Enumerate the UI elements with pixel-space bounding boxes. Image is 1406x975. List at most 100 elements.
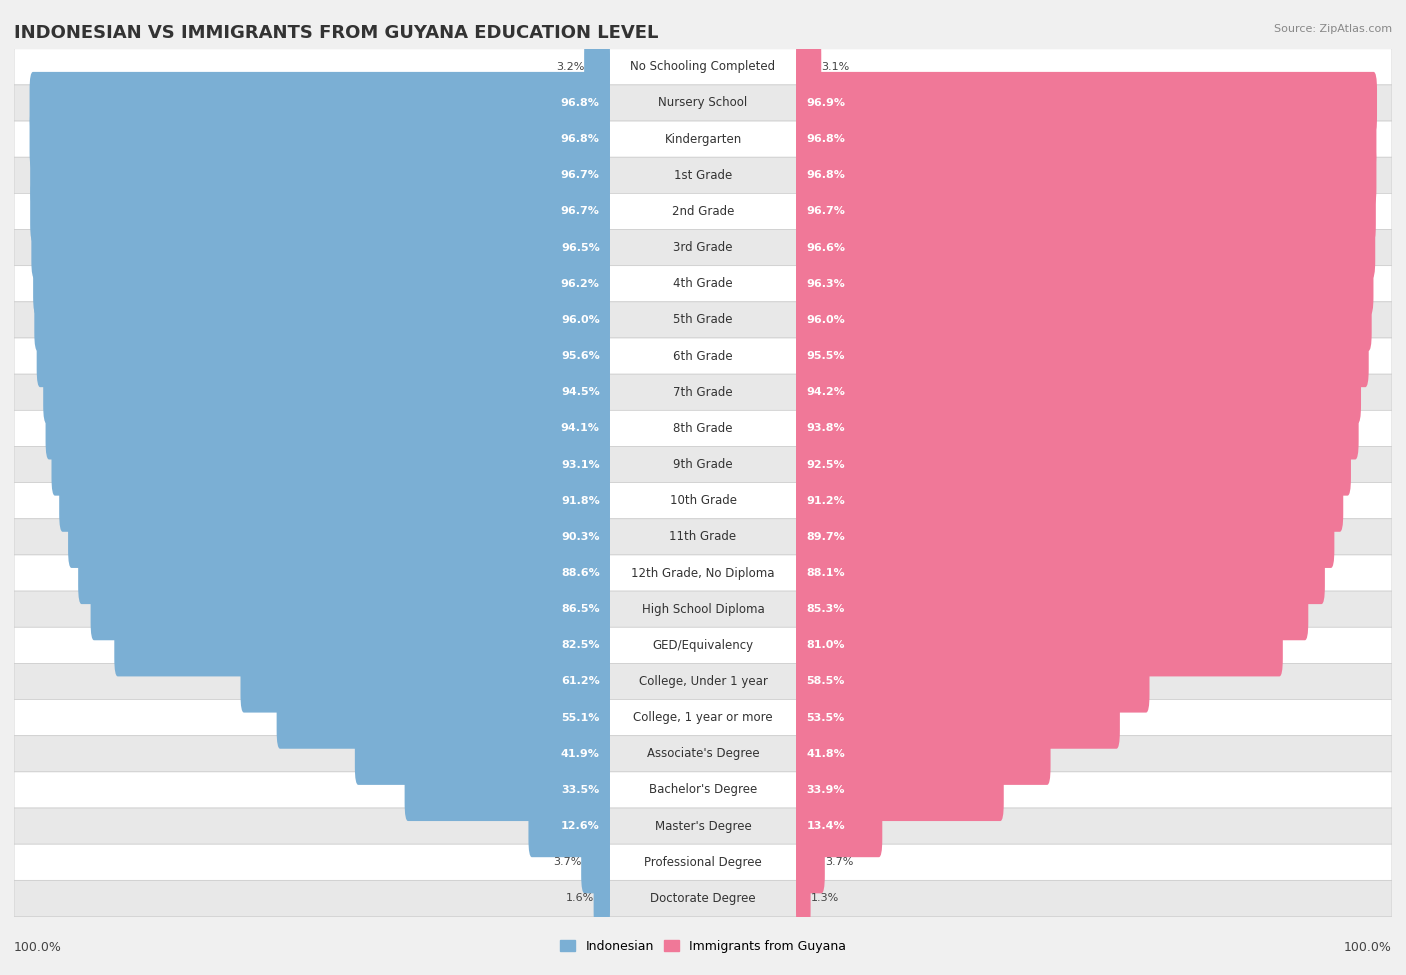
Text: GED/Equivalency: GED/Equivalency	[652, 639, 754, 652]
Text: High School Diploma: High School Diploma	[641, 603, 765, 615]
FancyBboxPatch shape	[796, 325, 1368, 387]
FancyBboxPatch shape	[79, 542, 610, 604]
FancyBboxPatch shape	[14, 49, 1392, 85]
FancyBboxPatch shape	[796, 434, 1351, 495]
Text: INDONESIAN VS IMMIGRANTS FROM GUYANA EDUCATION LEVEL: INDONESIAN VS IMMIGRANTS FROM GUYANA EDU…	[14, 24, 658, 42]
FancyBboxPatch shape	[796, 578, 1309, 641]
Text: 95.5%: 95.5%	[807, 351, 845, 361]
Text: 93.8%: 93.8%	[807, 423, 845, 434]
FancyBboxPatch shape	[14, 844, 1392, 880]
FancyBboxPatch shape	[796, 289, 1372, 351]
FancyBboxPatch shape	[796, 795, 883, 857]
Text: 96.0%: 96.0%	[561, 315, 599, 325]
Text: 96.7%: 96.7%	[561, 207, 599, 216]
FancyBboxPatch shape	[796, 831, 825, 893]
FancyBboxPatch shape	[14, 519, 1392, 555]
Text: 82.5%: 82.5%	[561, 641, 599, 650]
Text: 92.5%: 92.5%	[807, 459, 845, 470]
Text: 100.0%: 100.0%	[1344, 941, 1392, 955]
Text: Doctorate Degree: Doctorate Degree	[650, 892, 756, 905]
Text: College, Under 1 year: College, Under 1 year	[638, 675, 768, 688]
Text: 96.9%: 96.9%	[807, 98, 845, 108]
FancyBboxPatch shape	[37, 325, 610, 387]
FancyBboxPatch shape	[796, 36, 821, 98]
Text: 61.2%: 61.2%	[561, 677, 599, 686]
FancyBboxPatch shape	[14, 555, 1392, 591]
Text: 96.2%: 96.2%	[561, 279, 599, 289]
Text: 53.5%: 53.5%	[807, 713, 845, 722]
Text: 96.6%: 96.6%	[807, 243, 845, 253]
Text: 96.8%: 96.8%	[561, 98, 599, 108]
FancyBboxPatch shape	[14, 736, 1392, 772]
FancyBboxPatch shape	[796, 144, 1376, 207]
Text: 81.0%: 81.0%	[807, 641, 845, 650]
FancyBboxPatch shape	[796, 686, 1119, 749]
Text: 94.1%: 94.1%	[561, 423, 599, 434]
Text: 13.4%: 13.4%	[807, 821, 845, 831]
Text: Bachelor's Degree: Bachelor's Degree	[650, 784, 756, 797]
FancyBboxPatch shape	[30, 108, 610, 171]
FancyBboxPatch shape	[796, 397, 1358, 459]
Text: 33.5%: 33.5%	[561, 785, 599, 795]
Text: 41.8%: 41.8%	[807, 749, 845, 759]
Text: 96.8%: 96.8%	[807, 135, 845, 144]
Text: 91.8%: 91.8%	[561, 495, 599, 506]
Text: 1.6%: 1.6%	[565, 893, 593, 904]
FancyBboxPatch shape	[796, 506, 1334, 568]
FancyBboxPatch shape	[14, 699, 1392, 736]
Text: No Schooling Completed: No Schooling Completed	[630, 60, 776, 73]
Text: 4th Grade: 4th Grade	[673, 277, 733, 291]
FancyBboxPatch shape	[529, 795, 610, 857]
FancyBboxPatch shape	[796, 759, 1004, 821]
Text: 96.0%: 96.0%	[807, 315, 845, 325]
Text: 96.8%: 96.8%	[807, 171, 845, 180]
FancyBboxPatch shape	[14, 121, 1392, 157]
FancyBboxPatch shape	[67, 506, 610, 568]
FancyBboxPatch shape	[14, 193, 1392, 229]
Text: 3rd Grade: 3rd Grade	[673, 241, 733, 254]
FancyBboxPatch shape	[14, 374, 1392, 410]
FancyBboxPatch shape	[581, 831, 610, 893]
FancyBboxPatch shape	[583, 36, 610, 98]
Text: 96.8%: 96.8%	[561, 135, 599, 144]
Text: 58.5%: 58.5%	[807, 677, 845, 686]
FancyBboxPatch shape	[354, 722, 610, 785]
Text: 12.6%: 12.6%	[561, 821, 599, 831]
Text: 86.5%: 86.5%	[561, 604, 599, 614]
FancyBboxPatch shape	[34, 289, 610, 351]
FancyBboxPatch shape	[405, 759, 610, 821]
Text: 1.3%: 1.3%	[811, 893, 839, 904]
FancyBboxPatch shape	[240, 650, 610, 713]
FancyBboxPatch shape	[796, 72, 1376, 135]
Text: 96.7%: 96.7%	[561, 171, 599, 180]
Text: 11th Grade: 11th Grade	[669, 530, 737, 543]
Text: 9th Grade: 9th Grade	[673, 458, 733, 471]
Text: 3.2%: 3.2%	[555, 61, 583, 72]
Text: 100.0%: 100.0%	[14, 941, 62, 955]
Text: 88.6%: 88.6%	[561, 568, 599, 578]
Text: 3.7%: 3.7%	[553, 857, 581, 868]
FancyBboxPatch shape	[30, 72, 610, 135]
Text: 7th Grade: 7th Grade	[673, 386, 733, 399]
Text: 88.1%: 88.1%	[807, 568, 845, 578]
FancyBboxPatch shape	[30, 180, 610, 243]
FancyBboxPatch shape	[14, 338, 1392, 374]
FancyBboxPatch shape	[796, 361, 1361, 423]
FancyBboxPatch shape	[114, 614, 610, 677]
FancyBboxPatch shape	[14, 410, 1392, 447]
Text: 10th Grade: 10th Grade	[669, 494, 737, 507]
Text: Nursery School: Nursery School	[658, 97, 748, 109]
FancyBboxPatch shape	[796, 470, 1343, 531]
FancyBboxPatch shape	[14, 85, 1392, 121]
FancyBboxPatch shape	[90, 578, 610, 641]
FancyBboxPatch shape	[796, 108, 1376, 171]
FancyBboxPatch shape	[34, 253, 610, 315]
Legend: Indonesian, Immigrants from Guyana: Indonesian, Immigrants from Guyana	[555, 935, 851, 958]
FancyBboxPatch shape	[796, 868, 811, 929]
Text: 89.7%: 89.7%	[807, 531, 845, 542]
FancyBboxPatch shape	[14, 157, 1392, 193]
Text: 55.1%: 55.1%	[561, 713, 599, 722]
Text: 90.3%: 90.3%	[561, 531, 599, 542]
FancyBboxPatch shape	[796, 253, 1374, 315]
FancyBboxPatch shape	[593, 868, 610, 929]
